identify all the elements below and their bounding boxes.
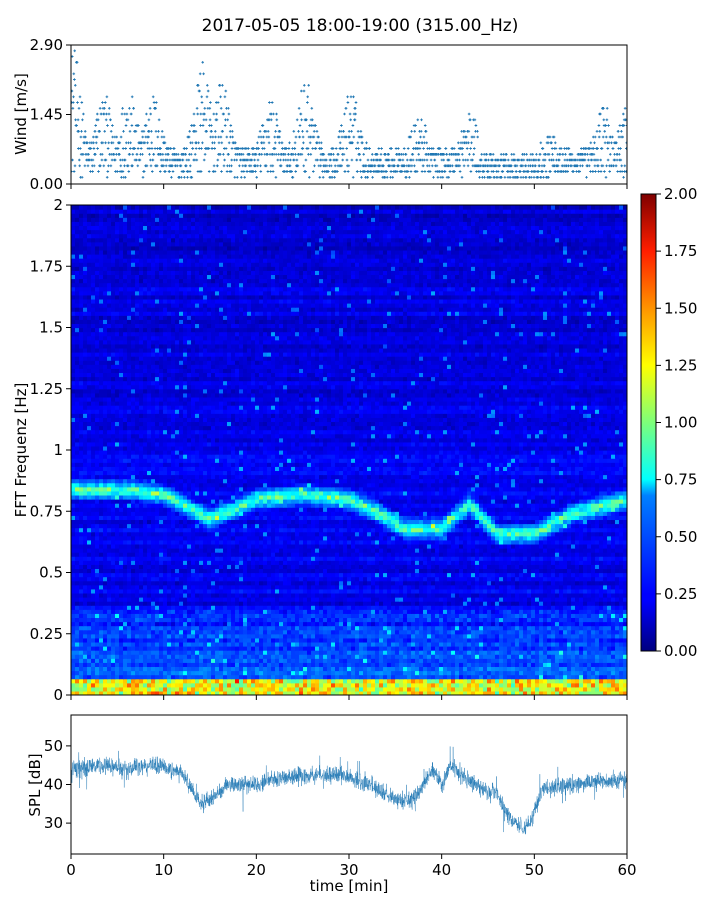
wind-y-ticks: 0.00 1.45 2.90 xyxy=(30,36,71,193)
spl-y-tick-label: 30 xyxy=(44,814,63,832)
wind-panel: 0.00 1.45 2.90 Wind [m/s] xyxy=(12,36,628,193)
spectrogram-y-ticks: 0 0.25 0.5 0.75 1 1.25 1.5 1.75 2 xyxy=(30,196,71,704)
spectrogram-y-tick-label: 0.5 xyxy=(39,564,63,582)
spl-y-axis-label: SPL [dB] xyxy=(26,753,44,816)
colorbar-tick-label: 0.25 xyxy=(664,585,697,603)
spl-y-tick-label: 50 xyxy=(44,737,63,755)
colorbar-tick-label: 1.75 xyxy=(664,242,697,260)
spl-x-tick-label: 60 xyxy=(617,861,636,879)
spectrogram-x-ticks xyxy=(70,695,628,700)
wind-y-axis-label: Wind [m/s] xyxy=(12,73,30,155)
spl-y-tick-label: 40 xyxy=(44,776,63,794)
colorbar-ticks: 0.00 0.25 0.50 0.75 1.00 1.25 1.50 1.75 2.00 xyxy=(656,185,697,660)
colorbar-tick-label: 1.00 xyxy=(664,414,697,432)
spectrogram-y-tick-label: 1.75 xyxy=(30,257,63,275)
colorbar-tick-label: 0.00 xyxy=(664,642,697,660)
wind-y-tick-label: 1.45 xyxy=(30,106,63,124)
spl-x-ticks: 0 10 20 30 40 50 60 xyxy=(66,854,637,879)
spectrogram-y-tick-label: 2 xyxy=(53,196,63,214)
colorbar-gradient xyxy=(641,194,656,651)
colorbar-tick-label: 2.00 xyxy=(664,185,697,203)
x-axis-label: time [min] xyxy=(310,877,389,895)
spl-line-series xyxy=(71,746,627,835)
spl-x-tick-label: 0 xyxy=(66,861,76,879)
colorbar-tick-label: 0.50 xyxy=(664,528,697,546)
wind-x-ticks xyxy=(70,184,628,189)
colorbar-tick-label: 1.25 xyxy=(664,356,697,374)
figure-title: 2017-05-05 18:00-19:00 (315.00_Hz) xyxy=(202,16,519,36)
spl-axes-frame xyxy=(70,714,628,855)
spectrogram-heatmap xyxy=(71,205,627,695)
spectrogram-y-tick-label: 0 xyxy=(53,686,63,704)
spl-x-tick-label: 30 xyxy=(339,861,358,879)
wind-point-markers xyxy=(71,49,627,179)
spectrogram-y-tick-label: 1.25 xyxy=(30,380,63,398)
wind-scatter-points xyxy=(71,49,627,179)
wind-axes-frame xyxy=(70,44,628,185)
spectrogram-y-tick-label: 1 xyxy=(53,441,63,459)
spl-line xyxy=(71,746,627,835)
wind-y-tick-label: 2.90 xyxy=(30,36,63,54)
spl-panel: 30 40 50 0 10 20 30 40 50 60 SPL [dB] time [min] xyxy=(26,714,637,895)
spectrogram-y-tick-label: 1.5 xyxy=(39,319,63,337)
spectrogram-y-tick-label: 0.25 xyxy=(30,625,63,643)
spl-x-tick-label: 40 xyxy=(432,861,451,879)
colorbar-tick-label: 0.75 xyxy=(664,471,697,489)
wind-y-tick-label: 0.00 xyxy=(30,175,63,193)
spl-y-ticks: 30 40 50 xyxy=(44,737,71,832)
spectrogram-panel: 0 0.25 0.5 0.75 1 1.25 1.5 1.75 2 FFT Frequenz [… xyxy=(12,196,628,704)
spl-x-tick-label: 50 xyxy=(525,861,544,879)
spectrogram-y-tick-label: 0.75 xyxy=(30,502,63,520)
colorbar: 0.00 0.25 0.50 0.75 1.00 1.25 1.50 1.75 2.00 xyxy=(640,185,697,660)
spl-x-tick-label: 20 xyxy=(247,861,266,879)
spl-x-tick-label: 10 xyxy=(154,861,173,879)
colorbar-tick-label: 1.50 xyxy=(664,299,697,317)
spectrogram-y-axis-label: FFT Frequenz [Hz] xyxy=(12,383,30,518)
